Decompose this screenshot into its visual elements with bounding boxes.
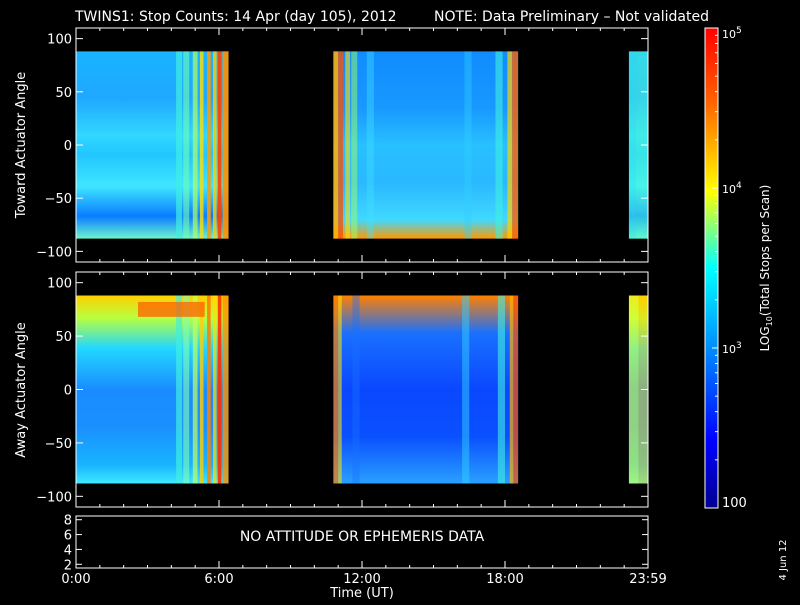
heatmap-streak [497,295,505,484]
chart-note: NOTE: Data Preliminary – Not validated [434,9,709,25]
y-tick-label: −50 [45,437,72,452]
colorbar-tick-label: 100 [722,496,747,511]
heatmap-streak [333,295,339,484]
colorbar-tick-label: 105 [722,26,742,41]
x-tick-label: 6:00 [204,572,233,587]
heatmap-streak [509,295,514,484]
heatmap-streak [352,295,360,484]
y-tick-label: 100 [47,33,72,48]
heatmap-streak [183,51,190,239]
heatmap-streak [199,51,204,239]
colorbar-tick-base: 10 [722,183,736,196]
colorbar-tick-exp: 3 [736,341,742,351]
heatmap-streak [462,295,470,484]
y-tick-label: −50 [45,192,72,207]
y-tick-label: −100 [36,490,72,505]
heatmap-streak [512,51,519,239]
heatmap-streak [213,51,217,239]
y-tick-label: 4 [64,543,72,558]
heatmap-streak [222,51,229,239]
colorbar-tick-base: 10 [722,343,736,356]
colorbar-label: LOG10(Total Stops per Scan) [758,185,774,352]
heatmap-streak [333,51,339,239]
panel-toward: 100 50 0 −50 −100 Toward Actuator Angle [14,27,649,263]
y-tick-label: −100 [36,245,72,260]
footer-date: 4 Jun 12 [778,539,789,580]
y-tick-label: 2 [64,558,72,573]
heatmap-streak [338,295,342,484]
y-tick-label: 50 [55,86,72,101]
colorbar-label-suffix: (Total Stops per Scan) [758,185,772,316]
heatmap-streak [345,51,351,239]
heatmap-streak [507,51,513,239]
y-tick-label: 8 [64,514,72,529]
panel-away-y-ticks: 100 50 0 −50 −100 [36,272,649,507]
chart-title: TWINS1: Stop Counts: 14 Apr (day 105), 2… [74,9,397,25]
heatmap-block [76,51,229,239]
colorbar-label-prefix: LOG [758,326,772,351]
heatmap-streak [222,295,229,484]
heatmap-streak [183,295,190,484]
x-tick-label: 12:00 [343,572,380,587]
x-tick-label: 23:59 [629,572,666,587]
panel-toward-y-label: Toward Actuator Angle [14,72,29,219]
heatmap-streak [213,295,217,484]
heatmap-block [333,295,519,484]
heatmap-streak [495,51,503,239]
colorbar-tick-exp: 5 [736,26,742,36]
y-tick-label: 100 [47,277,72,292]
heatmap-streak [628,51,637,239]
panel-toward-data [76,51,648,239]
x-axis-label: Time (UT) [329,586,394,600]
no-data-annotation: NO ATTITUDE OR EPHEMERIS DATA [240,529,485,545]
heatmap-streak [628,295,639,484]
heatmap-streak [464,51,472,239]
heatmap-streak [217,51,222,239]
panel-away-data [76,295,648,484]
heatmap-streak [513,295,519,484]
heatmap-streak [199,295,204,484]
x-tick-label: 18:00 [486,572,523,587]
y-tick-label: 6 [64,529,72,544]
heatmap-streak [338,51,343,239]
colorbar-frame [704,27,719,509]
x-axis-ticks: 0:00 6:00 12:00 18:00 23:59 [61,572,666,587]
colorbar-gradient [705,28,718,508]
heatmap-streak [207,51,211,239]
heatmap-streak [351,51,358,239]
heatmap-streak [192,51,198,239]
heatmap-streak [207,295,211,484]
colorbar-tick-exp: 4 [736,181,742,191]
panel-toward-y-ticks: 100 50 0 −50 −100 [36,28,649,262]
panel-away-y-label: Away Actuator Angle [14,322,29,457]
y-tick-label: 50 [55,330,72,345]
heatmap-streak [176,295,183,484]
heatmap-streak [217,295,222,484]
colorbar-tick-label: 103 [722,341,742,356]
y-tick-label: 0 [64,139,72,154]
x-tick-label: 0:00 [61,572,90,587]
heatmap-block [76,295,229,484]
heatmap-streak [366,51,374,239]
panel-ephemeris-frame [75,515,649,569]
heatmap-streak [192,295,198,484]
colorbar-tick-label: 104 [722,181,742,196]
y-tick-label: 0 [64,384,72,399]
heatmap-feature [137,301,205,317]
panel-away: 100 50 0 −50 −100 Away Actuator Angle [14,271,649,508]
heatmap-streak [176,51,183,239]
colorbar-label-sub: 10 [765,316,774,326]
heatmap-block [333,51,519,239]
colorbar-tick-base: 10 [722,28,736,41]
